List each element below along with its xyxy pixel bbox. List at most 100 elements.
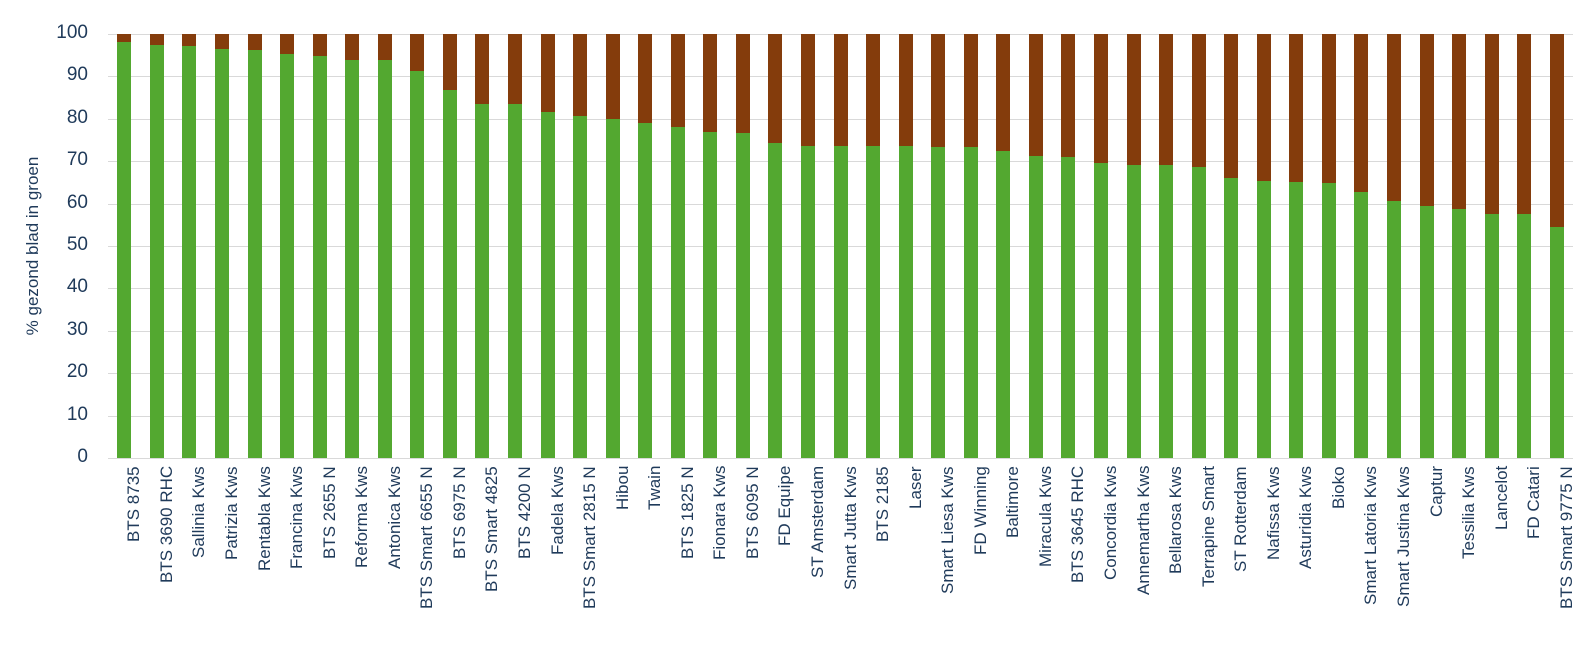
bar-segment-healthy	[1289, 181, 1304, 458]
bar-twain	[638, 34, 653, 458]
x-tick-label: Concordia Kws	[1100, 465, 1120, 580]
bar-segment-healthy	[703, 132, 718, 458]
bar-segment-diseased	[573, 34, 588, 116]
x-tick-label: BTS 6975 N	[449, 466, 469, 559]
x-tick-label: Patrizia Kws	[221, 466, 241, 560]
x-tick-label: Fadela Kws	[547, 466, 567, 555]
x-tick-label: Captur	[1426, 465, 1446, 517]
bar-segment-healthy	[1028, 156, 1043, 458]
bar-asturidia-kws	[1289, 34, 1304, 458]
bar-segment-diseased	[1484, 34, 1499, 214]
bar-segment-healthy	[866, 145, 881, 458]
bar-lancelot	[1484, 34, 1499, 458]
bar-bts-4200-n	[507, 34, 522, 458]
bar-segment-diseased	[377, 34, 392, 61]
y-tick-label: 10	[66, 403, 88, 425]
bar-segment-diseased	[670, 34, 685, 127]
x-tick-label: Miracula Kws	[1035, 465, 1055, 567]
bar-segment-healthy	[1159, 165, 1174, 458]
x-tick-label: BTS 2185	[873, 466, 893, 542]
bar-segment-diseased	[605, 34, 620, 120]
bar-segment-healthy	[605, 119, 620, 458]
bar-laser	[898, 34, 913, 458]
x-tick-label: ST Amsterdam	[807, 465, 827, 578]
bar-segment-diseased	[1028, 34, 1043, 157]
bar-segment-healthy	[1224, 177, 1239, 458]
bar-segment-diseased	[1452, 34, 1467, 210]
bar-segment-diseased	[1126, 34, 1141, 166]
bar-segment-healthy	[1321, 183, 1336, 458]
x-tick-label: Smart Jutta Kws	[840, 466, 860, 590]
bar-bts-6095-n	[735, 34, 750, 458]
bar-segment-diseased	[214, 34, 229, 49]
bar-segment-healthy	[898, 145, 913, 458]
bar-segment-diseased	[442, 34, 457, 90]
bar-st-rotterdam	[1224, 34, 1239, 458]
bar-smart-jutta-kws	[833, 34, 848, 458]
bar-segment-diseased	[735, 34, 750, 134]
bar-segment-healthy	[1093, 163, 1108, 458]
bar-segment-healthy	[670, 126, 685, 458]
bar-segment-healthy	[1517, 213, 1532, 458]
bar-segment-healthy	[117, 42, 132, 458]
bar-segment-diseased	[280, 34, 295, 54]
bar-smart-latoria-kws	[1354, 34, 1369, 458]
bar-segment-healthy	[1256, 181, 1271, 458]
bar-segment-healthy	[540, 111, 555, 458]
bar-segment-healthy	[735, 133, 750, 458]
x-tick-label: ST Rotterdam	[1231, 466, 1251, 572]
bar-fd-winning	[963, 34, 978, 458]
bar-fadela-kws	[540, 34, 555, 458]
bar-segment-diseased	[768, 34, 783, 144]
bar-segment-healthy	[1191, 167, 1206, 458]
bar-concordia-kws	[1093, 34, 1108, 458]
y-tick-label: 80	[66, 106, 88, 128]
bar-segment-healthy	[1484, 213, 1499, 458]
bar-segment-healthy	[1354, 192, 1369, 458]
bar-segment-diseased	[898, 34, 913, 146]
y-tick-label: 90	[66, 64, 88, 86]
x-tick-label: Bellarosa Kws	[1166, 466, 1186, 574]
bar-segment-diseased	[963, 34, 978, 148]
bar-segment-diseased	[1354, 34, 1369, 193]
bar-segment-healthy	[280, 53, 295, 458]
bar-bioko	[1321, 34, 1336, 458]
bar-segment-healthy	[442, 89, 457, 458]
bar-segment-healthy	[1386, 201, 1401, 458]
x-tick-label: Antonica Kws	[384, 466, 404, 569]
x-tick-label: Bioko	[1328, 466, 1348, 509]
bar-reforma-kws	[345, 34, 360, 458]
x-tick-label: BTS 1825 N	[677, 466, 697, 559]
bar-segment-diseased	[1517, 34, 1532, 214]
bar-francina-kws	[280, 34, 295, 458]
x-tick-label: BTS Smart 9775 N	[1556, 466, 1576, 609]
x-tick-label: FD Winning	[970, 466, 990, 555]
bar-smart-justina-kws	[1386, 34, 1401, 458]
x-tick-label: BTS 8735	[124, 466, 144, 542]
bar-segment-healthy	[963, 147, 978, 458]
bar-segment-healthy	[1549, 227, 1564, 458]
x-tick-label: Lancelot	[1491, 465, 1511, 530]
bar-terrapine-smart	[1191, 34, 1206, 458]
x-tick-label: Terrapine Smart	[1198, 466, 1218, 587]
x-tick-label: Francina Kws	[287, 466, 307, 569]
x-tick-label: BTS 4200 N	[514, 466, 534, 559]
bar-segment-diseased	[1256, 34, 1271, 182]
bar-segment-diseased	[410, 34, 425, 71]
bar-segment-healthy	[768, 143, 783, 458]
x-tick-label: Nafissa Kws	[1263, 466, 1283, 560]
bar-segment-healthy	[1061, 156, 1076, 458]
bar-segment-healthy	[377, 60, 392, 458]
y-tick-label: 70	[66, 149, 88, 171]
bar-segment-diseased	[1289, 34, 1304, 182]
bar-segment-diseased	[182, 34, 197, 46]
bar-fionara-kws	[703, 34, 718, 458]
x-tick-label: Fionara Kws	[710, 465, 730, 560]
bar-segment-diseased	[117, 34, 132, 43]
x-tick-label: BTS Smart 6655 N	[417, 466, 437, 609]
bar-segment-healthy	[1126, 165, 1141, 458]
bar-fd-catari	[1517, 34, 1532, 458]
bar-segment-diseased	[149, 34, 164, 46]
x-tick-label: Hibou	[612, 465, 632, 510]
